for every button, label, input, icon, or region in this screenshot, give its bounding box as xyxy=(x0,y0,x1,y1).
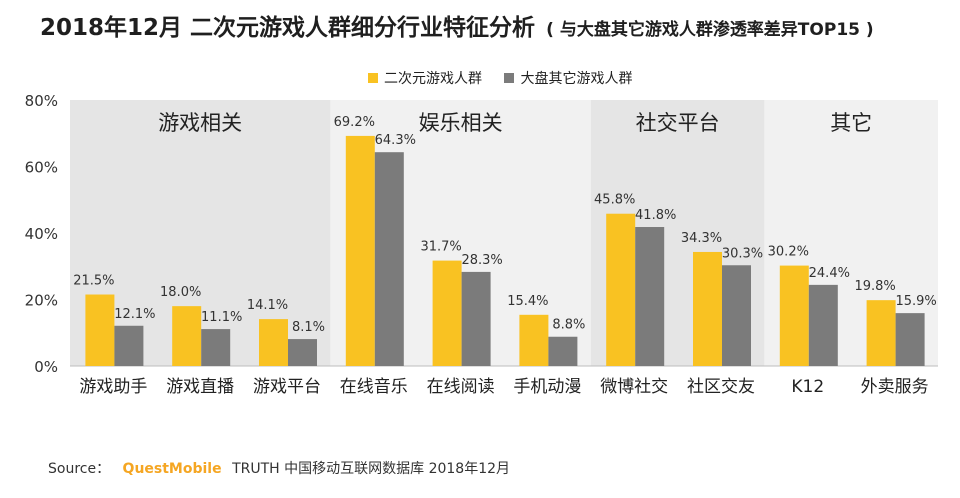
data-label: 34.3% xyxy=(681,231,722,246)
bar xyxy=(288,339,317,366)
legend-swatch-series1 xyxy=(368,73,378,83)
bar xyxy=(866,300,896,366)
data-label: 8.1% xyxy=(292,320,325,335)
data-label: 64.3% xyxy=(375,133,416,148)
bar xyxy=(548,336,578,366)
bar xyxy=(432,260,462,366)
data-label: 45.8% xyxy=(594,193,635,208)
x-tick-label: 游戏平台 xyxy=(253,377,321,397)
data-label: 41.8% xyxy=(635,208,676,223)
y-tick-label: 20% xyxy=(25,292,58,310)
title-row: 2018年12月 二次元游戏人群细分行业特征分析 ( 与大盘其它游戏人群渗透率差… xyxy=(40,8,940,42)
data-label: 21.5% xyxy=(73,274,114,289)
legend-item-series1: 二次元游戏人群 xyxy=(368,68,482,88)
x-tick-label: K12 xyxy=(791,377,824,397)
group-label: 娱乐相关 xyxy=(419,111,503,135)
legend-label-series1: 二次元游戏人群 xyxy=(384,71,482,87)
bar xyxy=(85,294,115,366)
source-prefix: Source： xyxy=(48,461,111,477)
data-label: 18.0% xyxy=(160,285,201,300)
bar xyxy=(779,265,809,366)
legend: 二次元游戏人群 大盘其它游戏人群 xyxy=(368,68,650,88)
x-tick-label: 手机动漫 xyxy=(513,377,581,397)
bar xyxy=(114,325,144,366)
bar xyxy=(722,265,751,366)
data-label: 12.1% xyxy=(114,307,155,322)
bar xyxy=(519,314,549,366)
x-tick-label: 在线阅读 xyxy=(427,377,495,397)
source-text: TRUTH 中国移动互联网数据库 2018年12月 xyxy=(232,461,511,477)
y-tick-label: 60% xyxy=(25,159,58,177)
y-tick-label: 40% xyxy=(25,225,58,243)
bar xyxy=(201,329,231,366)
data-label: 19.8% xyxy=(854,279,895,294)
y-tick-label: 80% xyxy=(25,92,58,110)
legend-item-series2: 大盘其它游戏人群 xyxy=(504,68,632,88)
data-label: 8.8% xyxy=(552,318,585,333)
data-label: 15.4% xyxy=(507,294,548,309)
x-tick-label: 社区交友 xyxy=(687,377,755,397)
chart-subtitle: ( 与大盘其它游戏人群渗透率差异TOP15 ) xyxy=(546,20,874,40)
legend-swatch-series2 xyxy=(504,73,515,83)
bar xyxy=(693,251,722,366)
data-label: 15.9% xyxy=(895,294,936,309)
x-tick-label: 游戏直播 xyxy=(166,377,234,397)
data-label: 24.4% xyxy=(809,266,850,281)
x-tick-label: 游戏助手 xyxy=(79,377,147,397)
bar xyxy=(374,152,404,366)
data-label: 28.3% xyxy=(461,253,502,268)
group-label: 社交平台 xyxy=(636,111,720,135)
group-label: 其它 xyxy=(830,111,872,135)
legend-label-series2: 大盘其它游戏人群 xyxy=(520,71,633,87)
bar xyxy=(808,284,838,366)
x-tick-label: 在线音乐 xyxy=(340,377,408,397)
data-label: 31.7% xyxy=(420,240,461,255)
data-label: 30.3% xyxy=(722,246,763,261)
x-tick-label: 微博社交 xyxy=(600,377,668,397)
x-tick-label: 外卖服务 xyxy=(861,377,929,397)
bar xyxy=(895,313,925,366)
bar xyxy=(259,319,288,366)
chart-title: 2018年12月 二次元游戏人群细分行业特征分析 xyxy=(40,15,536,41)
bar xyxy=(606,213,636,366)
bar xyxy=(635,227,665,366)
data-label: 14.1% xyxy=(247,298,288,313)
bar xyxy=(345,135,375,366)
group-label: 游戏相关 xyxy=(158,111,242,135)
data-label: 69.2% xyxy=(334,115,375,130)
y-tick-label: 0% xyxy=(34,358,58,376)
bar xyxy=(172,306,202,366)
data-label: 11.1% xyxy=(201,310,242,325)
source-note: Source： QuestMobile TRUTH 中国移动互联网数据库 201… xyxy=(48,458,510,478)
bar xyxy=(461,271,491,366)
source-brand: QuestMobile xyxy=(122,461,222,477)
data-label: 30.2% xyxy=(768,245,809,260)
